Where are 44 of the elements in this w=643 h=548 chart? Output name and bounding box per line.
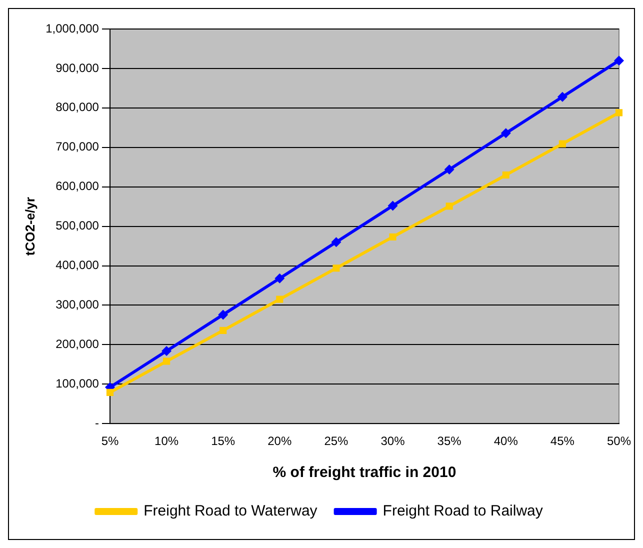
x-tick-label: 5% xyxy=(101,434,119,448)
x-tick-label: 15% xyxy=(211,434,236,448)
point xyxy=(557,92,568,102)
y-tick-label: - xyxy=(94,416,99,430)
point xyxy=(389,233,396,240)
point xyxy=(502,171,510,179)
y-tick-label: 200,000 xyxy=(56,336,100,351)
y-tick-label: 1,000,000 xyxy=(46,21,100,36)
point xyxy=(274,273,285,284)
x-tick-label: 50% xyxy=(606,434,632,448)
point xyxy=(444,164,454,174)
point xyxy=(500,128,511,138)
point xyxy=(106,388,114,396)
y-tick-label: 900,000 xyxy=(56,60,100,75)
y-tick-label: 700,000 xyxy=(56,140,100,154)
point xyxy=(163,358,170,365)
y-axis-title: tCO2-e/yr xyxy=(22,197,38,256)
point xyxy=(162,346,172,356)
point xyxy=(615,109,623,116)
x-tick-label: 45% xyxy=(550,434,575,448)
point xyxy=(220,326,227,334)
y-tick-label: 800,000 xyxy=(56,100,100,114)
y-tick-label: 300,000 xyxy=(56,298,100,312)
y-tick-label: 100,000 xyxy=(56,376,100,390)
point xyxy=(558,140,566,148)
x-tick-label: 25% xyxy=(324,434,349,448)
x-axis-title: % of freight traffic in 2010 xyxy=(272,464,456,482)
point xyxy=(331,237,342,248)
point xyxy=(614,56,624,66)
y-tick-label: 500,000 xyxy=(56,218,100,233)
y-tick-label: 600,000 xyxy=(56,179,100,194)
point xyxy=(388,200,398,211)
x-tick-label: 30% xyxy=(380,434,406,448)
point xyxy=(332,264,340,272)
x-tick-label: 35% xyxy=(437,434,462,448)
y-tick-label: 400,000 xyxy=(56,258,100,272)
point xyxy=(446,202,453,210)
x-tick-label: 10% xyxy=(154,434,179,448)
point xyxy=(276,296,284,303)
x-tick-label: 20% xyxy=(268,434,292,448)
point xyxy=(218,310,228,320)
x-tick-label: 40% xyxy=(494,434,518,448)
legend-label: Freight Road to Railway xyxy=(382,502,544,520)
legend-label: Freight Road to Waterway xyxy=(144,502,318,520)
